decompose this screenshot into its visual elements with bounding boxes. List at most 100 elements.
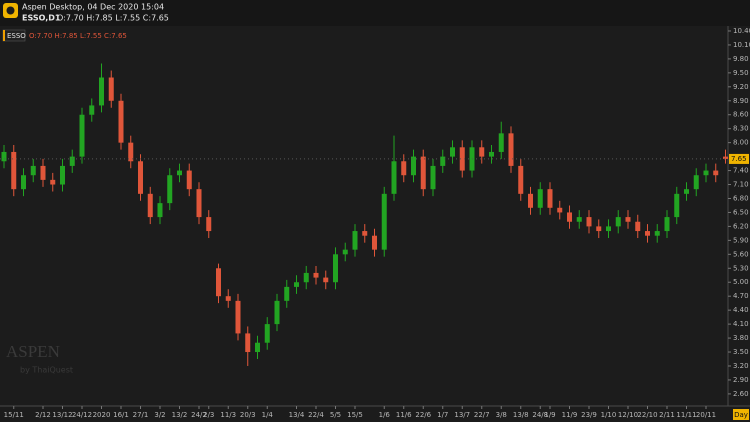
app-icon-glyph <box>6 6 15 15</box>
candle-body <box>557 207 563 213</box>
candle-body <box>294 282 299 287</box>
candle-body <box>206 217 212 232</box>
y-tick-label: 4.70 <box>733 292 749 300</box>
y-tick-label: 5.60 <box>733 250 749 258</box>
candle-body <box>508 133 514 166</box>
x-tick-label: 22/10 <box>637 411 657 419</box>
candle-body <box>684 189 689 194</box>
candle-body <box>723 156 728 159</box>
y-tick-label: 9.50 <box>733 69 749 77</box>
x-tick-label: 2020 <box>93 411 111 419</box>
candle-body <box>459 147 465 171</box>
candle-body <box>664 217 670 232</box>
candle-body <box>479 147 485 157</box>
x-tick-label: 2/11 <box>659 411 675 419</box>
candle-body <box>303 272 309 283</box>
x-tick-label: 1/4 <box>262 411 274 419</box>
candle-body <box>430 165 436 190</box>
x-tick-label: 15/11 <box>4 411 24 419</box>
y-tick-label: 9.80 <box>733 55 749 63</box>
candle-body <box>567 212 572 222</box>
timeframe-label: Day <box>734 411 748 419</box>
candle-body <box>713 170 719 176</box>
candle-body <box>537 189 543 208</box>
candle-body <box>1 151 7 162</box>
watermark-sub: by ThaiQuest <box>20 366 73 375</box>
y-tick-label: 4.40 <box>733 306 749 314</box>
candle-body <box>703 170 709 176</box>
y-tick-label: 2.90 <box>733 376 749 384</box>
candle-body <box>606 226 611 232</box>
y-tick-label: 5.00 <box>733 278 749 286</box>
y-tick-label: 5.30 <box>733 264 749 272</box>
x-tick-label: 1/10 <box>601 411 617 419</box>
x-tick-label: 11/9 <box>562 411 578 419</box>
candle-body <box>498 133 504 152</box>
candle-body <box>264 324 270 343</box>
candle-body <box>313 272 319 278</box>
candle-body <box>411 156 416 176</box>
candle-body <box>323 277 329 283</box>
candle-body <box>147 193 153 218</box>
candle-body <box>450 147 455 157</box>
y-tick-label: 7.10 <box>733 181 749 189</box>
current-price-label: 7.65 <box>731 155 747 163</box>
candle-body <box>654 231 660 236</box>
x-tick-label: 24/8 <box>532 411 548 419</box>
candle-body <box>138 161 143 194</box>
candle-body <box>547 189 553 208</box>
candle-body <box>60 165 65 185</box>
header-ohlc: O:7.70 H:7.85 L:7.55 C:7.65 <box>57 14 169 23</box>
y-tick-label: 3.80 <box>733 334 749 342</box>
x-tick-label: 1/7 <box>437 411 448 419</box>
x-tick-label: 1/9 <box>544 411 555 419</box>
y-tick-label: 3.50 <box>733 348 749 356</box>
candle-body <box>401 161 407 176</box>
candle-body <box>89 105 95 115</box>
candle-body <box>235 300 241 334</box>
watermark: ASPEN <box>6 342 60 361</box>
x-tick-label: 11/6 <box>396 411 412 419</box>
candle-body <box>528 193 533 208</box>
current-price-box <box>729 153 749 164</box>
x-tick-label: 13/8 <box>513 411 529 419</box>
y-tick-label: 2.60 <box>733 390 749 398</box>
x-tick-label: 24/12 <box>72 411 92 419</box>
x-tick-label: 20/3 <box>240 411 256 419</box>
candle-body <box>128 142 134 162</box>
candle-body <box>50 179 56 185</box>
candle-body <box>518 165 524 194</box>
x-tick-label: 13/2 <box>172 411 188 419</box>
legend-symbol: ESSO <box>7 32 26 40</box>
candle-body <box>284 286 290 301</box>
candle-body <box>615 217 621 227</box>
y-tick-label: 8.60 <box>733 111 749 119</box>
x-tick-label: 3/2 <box>154 411 165 419</box>
y-tick-label: 3.20 <box>733 362 749 370</box>
x-tick-label: 13/4 <box>289 411 305 419</box>
y-tick-label: 8.00 <box>733 139 749 147</box>
candle-body <box>489 151 494 157</box>
candle-body <box>440 156 446 166</box>
candle-body <box>157 203 163 218</box>
x-tick-label: 1/6 <box>379 411 391 419</box>
candle-body <box>420 156 426 190</box>
y-tick-label: 6.50 <box>733 208 749 216</box>
candle-body <box>40 165 46 180</box>
x-tick-label: 13/12 <box>52 411 72 419</box>
y-tick-label: 4.10 <box>733 320 749 328</box>
x-tick-label: 15/5 <box>347 411 363 419</box>
x-tick-label: 27/1 <box>133 411 149 419</box>
candle-body <box>99 77 104 106</box>
candle-body <box>21 175 26 190</box>
x-tick-label: 20/11 <box>696 411 716 419</box>
y-tick-label: 5.90 <box>733 236 749 244</box>
x-tick-label: 23/9 <box>581 411 597 419</box>
candle-body <box>576 217 582 222</box>
y-tick-label: 6.20 <box>733 222 749 230</box>
y-tick-label: 8.30 <box>733 125 749 133</box>
legend-accent <box>3 30 5 41</box>
y-tick-label: 9.20 <box>733 83 749 91</box>
